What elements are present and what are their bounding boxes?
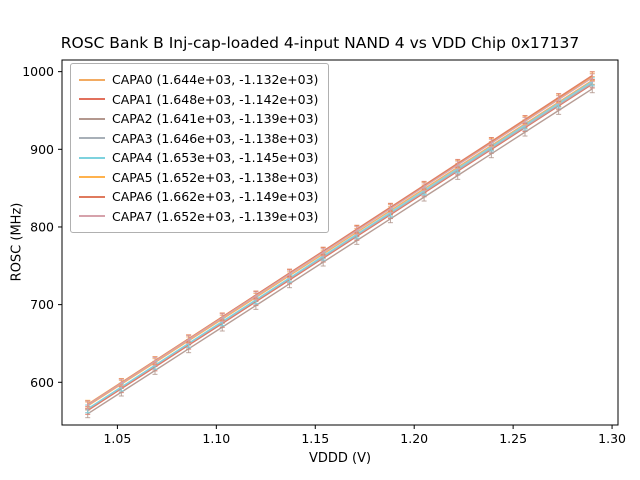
- legend-entry: CAPA3 (1.646e+03, -1.138e+03): [79, 129, 318, 149]
- legend-line-swatch: [79, 215, 105, 218]
- legend-label: CAPA1 (1.648e+03, -1.142e+03): [112, 91, 319, 107]
- series-line-CAPA2: [87, 88, 593, 415]
- legend: CAPA0 (1.644e+03, -1.132e+03) CAPA1 (1.6…: [70, 63, 330, 233]
- legend-label: CAPA7 (1.652e+03, -1.139e+03): [112, 208, 319, 224]
- legend-label: CAPA4 (1.653e+03, -1.145e+03): [112, 150, 319, 166]
- x-tick-label: 1.30: [598, 431, 626, 446]
- legend-line-swatch: [79, 78, 105, 81]
- y-tick-label: 800: [30, 219, 54, 234]
- plot-frame: [61, 59, 619, 426]
- y-tick-label: 900: [30, 142, 54, 157]
- series-line-CAPA4: [87, 80, 593, 410]
- legend-entry: CAPA1 (1.648e+03, -1.142e+03): [79, 90, 318, 110]
- x-tick-label: 1.25: [499, 431, 527, 446]
- x-tick-label: 1.15: [301, 431, 329, 446]
- y-tick-label: 1000: [22, 64, 54, 79]
- legend-label: CAPA3 (1.646e+03, -1.138e+03): [112, 130, 319, 146]
- series-line-CAPA0: [87, 79, 593, 407]
- series-line-CAPA7: [87, 77, 593, 406]
- legend-entry: CAPA0 (1.644e+03, -1.132e+03): [79, 70, 318, 90]
- chart-title: ROSC Bank B Inj-cap-loaded 4-input NAND …: [60, 34, 580, 52]
- legend-entry: CAPA6 (1.662e+03, -1.149e+03): [79, 187, 318, 207]
- legend-entry: CAPA5 (1.652e+03, -1.138e+03): [79, 168, 318, 188]
- legend-label: CAPA2 (1.641e+03, -1.139e+03): [112, 111, 319, 127]
- legend-label: CAPA5 (1.652e+03, -1.138e+03): [112, 169, 319, 185]
- x-tick-label: 1.20: [400, 431, 428, 446]
- legend-line-swatch: [79, 195, 105, 198]
- legend-line-swatch: [79, 98, 105, 101]
- legend-entry: CAPA4 (1.653e+03, -1.145e+03): [79, 148, 318, 168]
- legend-label: CAPA6 (1.662e+03, -1.149e+03): [112, 189, 319, 205]
- legend-line-swatch: [79, 176, 105, 179]
- legend-entry: CAPA2 (1.641e+03, -1.139e+03): [79, 109, 318, 129]
- y-tick-label: 700: [30, 297, 54, 312]
- series-line-CAPA1: [87, 83, 593, 412]
- x-tick-label: 1.05: [103, 431, 131, 446]
- legend-entry: CAPA7 (1.652e+03, -1.139e+03): [79, 207, 318, 227]
- legend-line-swatch: [79, 117, 105, 120]
- y-axis-label: ROSC (MHz): [9, 202, 25, 282]
- x-tick-label: 1.10: [202, 431, 230, 446]
- legend-line-swatch: [79, 156, 105, 159]
- legend-line-swatch: [79, 137, 105, 140]
- y-tick-label: 600: [30, 375, 54, 390]
- legend-label: CAPA0 (1.644e+03, -1.132e+03): [112, 72, 319, 88]
- x-axis-label: VDDD (V): [308, 451, 372, 466]
